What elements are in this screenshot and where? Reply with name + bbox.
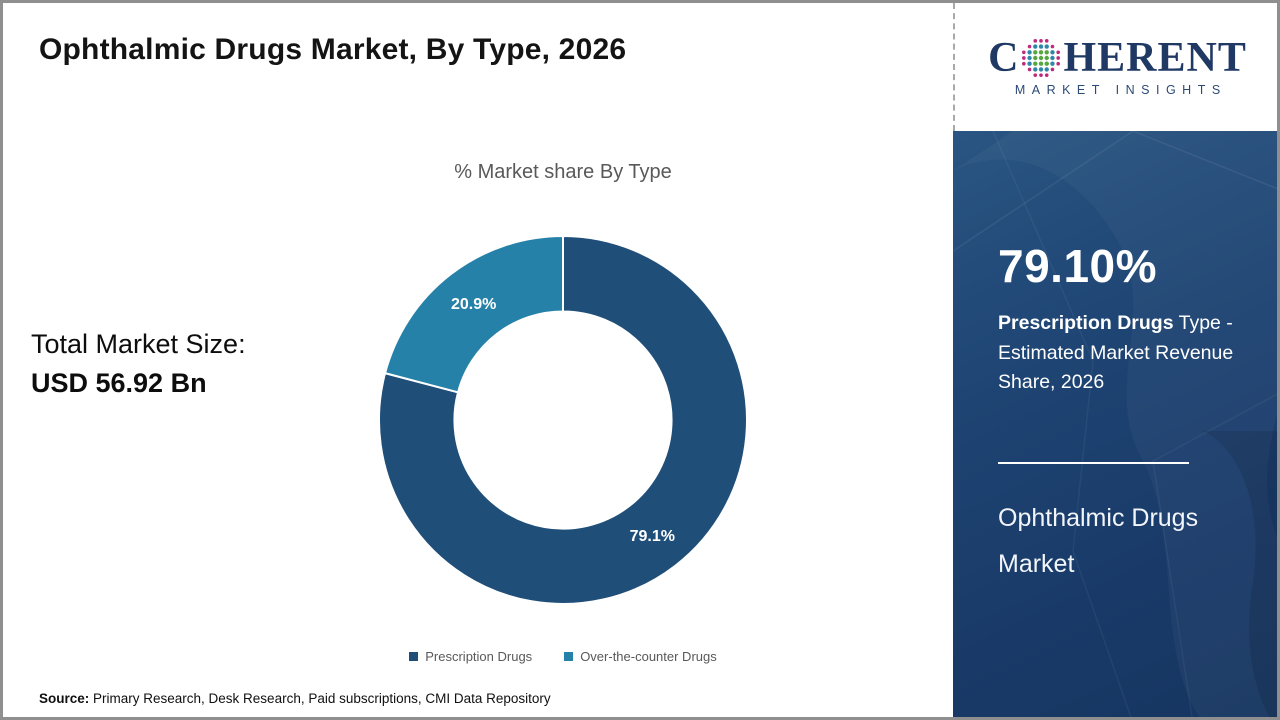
highlight-side-panel: 79.10% Prescription Drugs Type - Estimat…: [953, 131, 1277, 717]
highlight-desc-bold: Prescription Drugs: [998, 312, 1174, 334]
source-line: Source: Primary Research, Desk Research,…: [39, 691, 551, 706]
dotted-globe-icon: [1022, 39, 1061, 77]
total-market-label: Total Market Size:: [31, 329, 246, 359]
source-text: Primary Research, Desk Research, Paid su…: [89, 691, 551, 706]
total-market-value: USD 56.92 Bn: [31, 368, 207, 398]
chart-legend: Prescription Drugs Over-the-counter Drugs: [333, 649, 793, 664]
highlight-desc-line3: Revenue Share, 2026: [998, 341, 1234, 394]
legend-item: Prescription Drugs: [409, 649, 532, 664]
highlight-desc-after: Type -: [1173, 312, 1233, 334]
source-label: Source:: [39, 691, 90, 706]
logo-wordmark: C HERENT: [988, 37, 1247, 79]
donut-chart: 79.1% 20.9%: [363, 220, 763, 620]
legend-item: Over-the-counter Drugs: [564, 649, 717, 664]
total-market-size: Total Market Size: USD 56.92 Bn: [31, 325, 246, 403]
highlight-description: Prescription Drugs Type - Estimated Mark…: [998, 309, 1250, 398]
legend-swatch-icon: [564, 652, 574, 661]
donut-slice-1: [383, 234, 564, 394]
highlight-desc-line2: Estimated Market: [998, 341, 1150, 364]
legend-label: Over-the-counter Drugs: [580, 649, 717, 664]
donut-chart-svg: 79.1% 20.9%: [378, 234, 748, 605]
chart-subtitle: % Market share By Type: [454, 161, 672, 183]
legend-swatch-icon: [409, 652, 419, 661]
world-map-texture: [953, 131, 1277, 717]
legend-label: Prescription Drugs: [425, 649, 533, 664]
panel-market-title: Ophthalmic Drugs Market: [998, 504, 1199, 578]
logo-letter-c: C: [988, 35, 1020, 81]
coherent-logo: C HERENT MARKET INSIGHTS: [953, 3, 1277, 131]
panel-divider: [998, 462, 1189, 464]
donut-slice-label-1: 20.9%: [451, 296, 496, 313]
highlight-percentage: 79.10%: [998, 240, 1158, 292]
logo-subtitle: MARKET INSIGHTS: [1014, 83, 1227, 97]
logo-letters-herent: HERENT: [1063, 35, 1247, 81]
donut-slice-label-0: 79.1%: [630, 528, 675, 545]
page-title: Ophthalmic Drugs Market, By Type, 2026: [39, 33, 627, 66]
donut-slice-0: [378, 234, 748, 605]
